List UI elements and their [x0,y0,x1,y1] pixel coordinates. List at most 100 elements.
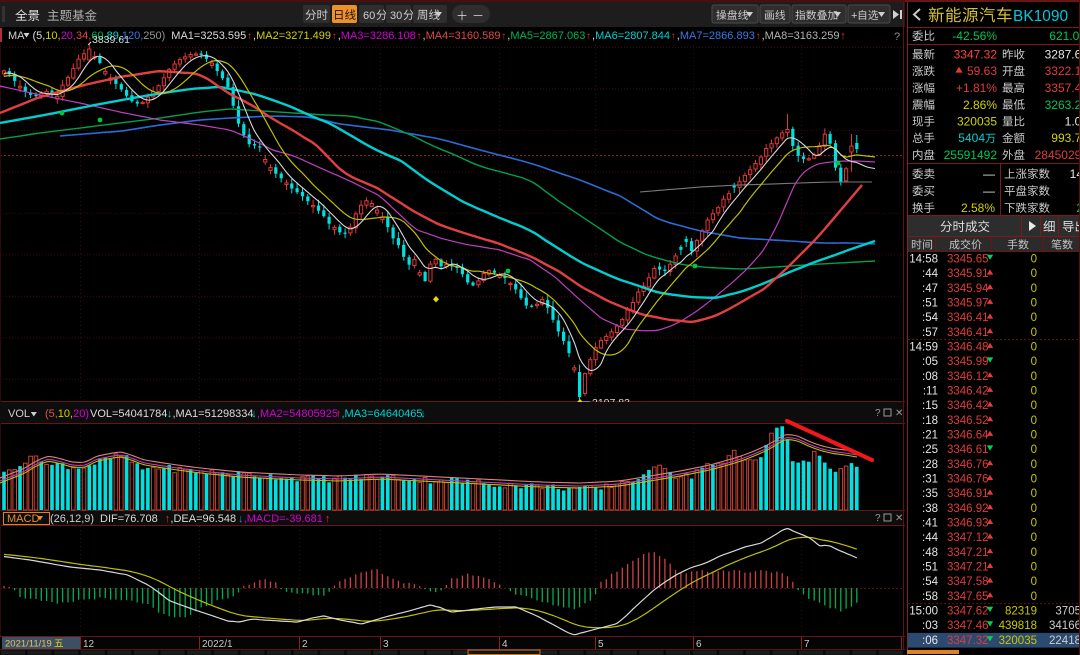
svg-text:1.04: 1.04 [1065,115,1080,129]
svg-text:DIF=76.708: DIF=76.708 [100,513,158,525]
svg-text:0: 0 [1031,356,1037,368]
svg-text:3839.61: 3839.61 [92,34,130,46]
svg-text::51: :51 [922,562,938,574]
svg-text:0: 0 [1031,283,1037,295]
svg-text:0: 0 [1031,430,1037,442]
svg-text:?: ? [875,408,881,419]
svg-text:↓: ↓ [251,408,256,420]
svg-text::35: :35 [922,488,938,500]
svg-text:7: 7 [804,639,810,650]
svg-text:250): 250) [143,30,165,42]
svg-text:↑: ↑ [417,31,422,42]
svg-text:↑: ↑ [671,31,676,42]
svg-text:✕: ✕ [895,513,903,524]
svg-text:,: , [762,30,765,42]
svg-text::06: :06 [922,635,938,647]
svg-text::18: :18 [922,415,938,427]
svg-text:3345.97: 3345.97 [947,298,989,310]
svg-text:2021/11/19: 2021/11/19 [5,639,52,650]
svg-text:↓: ↓ [167,408,173,420]
svg-text:,DEA=96.548: ,DEA=96.548 [170,513,236,525]
svg-text::58: :58 [922,591,938,603]
svg-text::21: :21 [922,430,938,442]
svg-text:0: 0 [1031,591,1037,603]
svg-text:↑: ↑ [325,513,331,525]
svg-text:4: 4 [502,639,508,650]
svg-text::57: :57 [922,327,938,339]
svg-text:,: , [253,30,256,42]
svg-text:?: ? [875,513,881,524]
svg-text::38: :38 [922,503,938,515]
svg-text:,: , [677,30,680,42]
svg-text:0: 0 [1031,254,1037,266]
svg-text::31: :31 [922,474,938,486]
svg-text:993.76: 993.76 [1051,131,1080,145]
svg-text:3346.42: 3346.42 [947,386,989,398]
svg-text:3705: 3705 [1055,606,1080,618]
svg-text:MA6=2807.844: MA6=2807.844 [595,30,670,42]
svg-text:2022/1: 2022/1 [202,639,233,650]
svg-text:MA2=3271.499: MA2=3271.499 [256,30,331,42]
svg-text:,MA1=51298334: ,MA1=51298334 [173,408,254,420]
svg-text::11: :11 [923,386,938,398]
svg-text:MA3=3286.108: MA3=3286.108 [341,30,416,42]
svg-text:MA4=3160.589: MA4=3160.589 [426,30,501,42]
svg-text:320035: 320035 [957,115,997,129]
svg-text:0: 0 [1031,488,1037,500]
svg-text::03: :03 [922,620,938,632]
svg-text:?: ? [894,31,900,43]
svg-text:59.63: 59.63 [967,64,997,78]
svg-text:+1.81%: +1.81% [956,81,997,95]
svg-text:439818: 439818 [999,620,1037,632]
svg-text::54: :54 [922,576,939,588]
svg-text:3345.94: 3345.94 [947,283,989,295]
svg-text:3346.12: 3346.12 [947,371,989,383]
svg-text:5404: 5404 [958,131,985,145]
svg-text:2: 2 [302,639,308,650]
svg-text:3346.91: 3346.91 [947,488,989,500]
svg-text::15: :15 [922,400,938,412]
svg-text:3347.32: 3347.32 [947,635,989,647]
svg-text::51: :51 [922,298,938,310]
svg-text::08: :08 [922,371,938,383]
svg-text:3347.12: 3347.12 [947,532,989,544]
svg-text:82319: 82319 [1005,606,1037,618]
svg-text:—: — [983,167,995,181]
svg-text:↑: ↑ [501,31,506,42]
svg-text:,MA2=54805925: ,MA2=54805925 [257,408,338,420]
svg-text:MA1=3253.595: MA1=3253.595 [171,30,246,42]
svg-text:3346.41: 3346.41 [947,327,989,339]
svg-text:—: — [983,184,995,198]
svg-text:0: 0 [1031,312,1037,324]
svg-text:30: 30 [390,10,402,22]
svg-text:0: 0 [1031,298,1037,310]
svg-text:3347.21: 3347.21 [947,547,989,559]
svg-text:3346.42: 3346.42 [947,400,989,412]
svg-text:0: 0 [1031,503,1037,515]
svg-text:15:00: 15:00 [909,606,938,618]
svg-text:,MA3=64640465: ,MA3=64640465 [342,408,423,420]
svg-text:2.86%: 2.86% [963,98,997,112]
svg-text:22418: 22418 [1049,635,1080,647]
svg-text:↑: ↑ [336,408,342,420]
svg-text:3347.46: 3347.46 [947,620,989,632]
svg-text:-42.56%: -42.56% [952,29,997,43]
svg-text:BK1090: BK1090 [1013,8,1069,25]
svg-text:0: 0 [1031,327,1037,339]
svg-text:0: 0 [1031,415,1037,427]
svg-text:34166: 34166 [1049,620,1080,632]
svg-text:MA7=2866.893: MA7=2866.893 [680,30,755,42]
svg-text:0: 0 [1031,547,1037,559]
svg-text:+: + [851,10,857,22]
svg-text:↑: ↑ [247,31,252,42]
svg-text:－: － [472,9,484,23]
svg-text::47: :47 [922,283,938,295]
svg-text:3263.29: 3263.29 [1045,98,1080,112]
svg-text:3345.91: 3345.91 [947,268,989,280]
svg-text:0: 0 [1031,386,1037,398]
svg-text:,: , [507,30,510,42]
svg-text::41: :41 [922,518,938,530]
svg-text:20): 20) [73,408,89,420]
svg-text:0: 0 [1031,459,1037,471]
svg-text:3345.65: 3345.65 [947,254,989,266]
